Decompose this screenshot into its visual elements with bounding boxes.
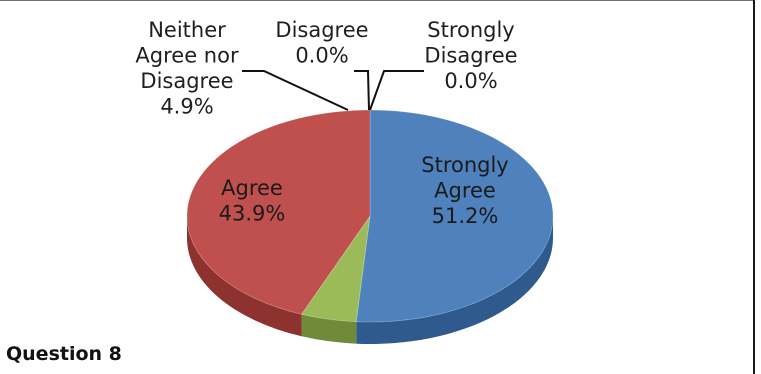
data-label-category: Agree [434,179,496,203]
pie-side-neither-agree-nor-disagree [301,314,357,344]
pie-side-strongly-agree [356,216,553,345]
frame-top-border [0,0,755,1]
data-label-value: 4.9% [160,95,213,119]
data-label-value: 51.2% [432,204,499,228]
data-label-strongly-disagree: Strongly Disagree 0.0% [424,18,517,93]
data-label-category: Strongly [421,153,509,177]
pie-sides [187,216,553,345]
chart-title: Question 8 [6,343,122,365]
data-label-value: 0.0% [295,44,348,68]
data-label-neither-agree-nor-disagree: Neither Agree nor Disagree 4.9% [135,18,239,119]
pie-tops [186,109,554,323]
pie-slice-agree [186,109,371,315]
pie-side-agree [187,216,302,337]
frame-right-border [753,0,755,374]
pie-slice-strongly-agree [355,109,554,323]
leader-line-disagree [354,70,370,111]
data-label-strongly-agree: Strongly Agree 51.2% [421,153,509,228]
leader-line-strongly-disagree [369,70,424,111]
pie-slice-neither-agree-nor-disagree [300,215,371,323]
data-label-category: Agree [221,176,283,200]
data-label-agree: Agree 43.9% [219,176,286,226]
data-label-category: Disagree [275,18,368,42]
leader-lines [242,70,424,111]
data-label-category: Neither [148,18,226,42]
data-label-disagree: Disagree 0.0% [275,18,368,68]
data-label-category: Agree nor [135,44,239,68]
leader-line-neither-agree-nor-disagree [242,70,349,111]
data-label-category: Disagree [424,44,517,68]
data-label-category: Disagree [140,69,233,93]
slice-labels: Strongly Agree 51.2%Strongly Disagree 0.0%Di… [135,18,517,228]
data-label-category: Strongly [427,18,515,42]
data-label-value: 43.9% [219,202,286,226]
data-label-value: 0.0% [444,69,497,93]
